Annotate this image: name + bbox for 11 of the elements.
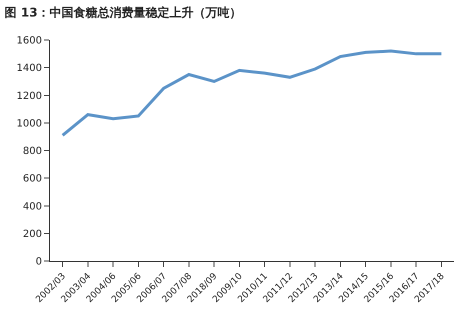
- line-series: [61, 50, 443, 137]
- y-tick-label: 0: [36, 256, 42, 268]
- y-tick-label: 1000: [16, 118, 42, 130]
- y-tick-label: 1400: [16, 63, 42, 74]
- y-tick-label: 400: [22, 201, 42, 212]
- chart-title: 图 13：中国食糖总消费量稳定上升（万吨）: [4, 6, 242, 20]
- y-tick-label: 800: [22, 146, 42, 157]
- y-tick-label: 200: [22, 228, 42, 240]
- y-tick-label: 600: [22, 174, 42, 185]
- y-tick-label: 1600: [16, 36, 42, 46]
- y-tick-label: 1200: [16, 90, 42, 102]
